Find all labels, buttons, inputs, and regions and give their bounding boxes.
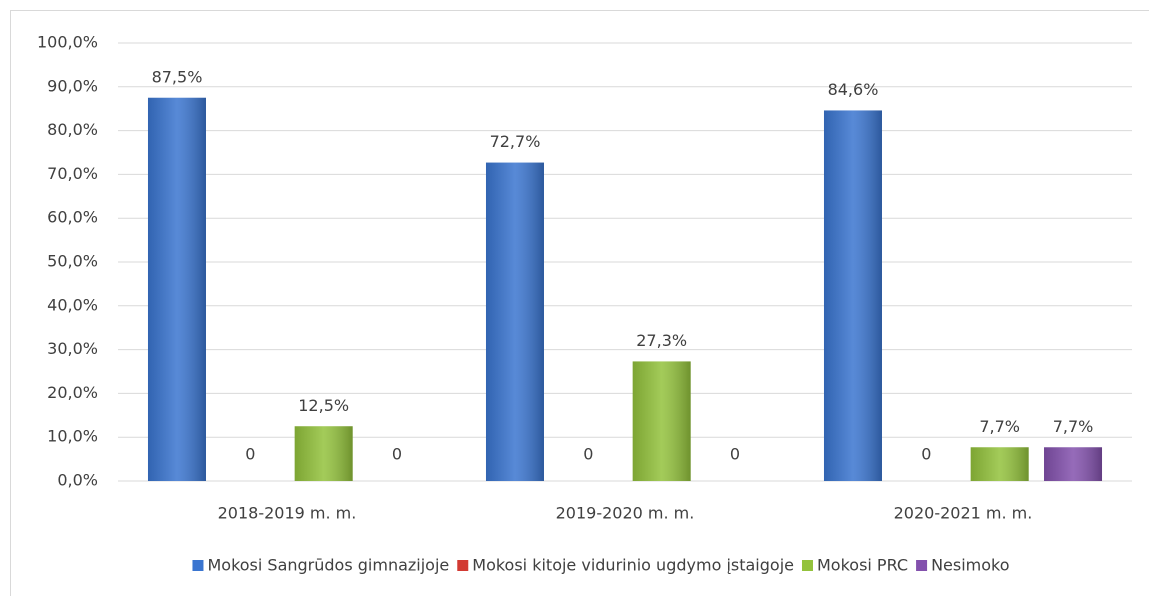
bar-shade <box>970 447 1029 481</box>
y-tick-label: 80,0% <box>47 120 98 139</box>
y-tick-label: 10,0% <box>47 427 98 446</box>
y-tick-label: 100,0% <box>37 33 98 52</box>
bar-shade <box>1044 447 1103 481</box>
y-tick-label: 70,0% <box>47 164 98 183</box>
data-label: 0 <box>730 445 740 464</box>
legend-swatch <box>801 560 813 571</box>
data-label: 12,5% <box>298 396 349 415</box>
legend-swatch <box>192 560 204 571</box>
legend-swatch <box>916 560 928 571</box>
legend-swatch <box>457 560 469 571</box>
x-tick-label: 2019-2020 m. m. <box>556 504 695 523</box>
data-label: 0 <box>583 445 593 464</box>
data-label: 27,3% <box>636 331 687 350</box>
bar-shade <box>147 97 206 481</box>
legend-label: Mokosi PRC <box>817 556 908 575</box>
data-label: 84,6% <box>828 80 879 99</box>
bar-shade <box>485 162 544 481</box>
y-tick-label: 0,0% <box>57 471 98 490</box>
legend-label: Nesimoko <box>931 556 1009 575</box>
data-label: 0 <box>921 445 931 464</box>
y-tick-label: 90,0% <box>47 76 98 95</box>
y-tick-label: 40,0% <box>47 295 98 314</box>
data-label: 87,5% <box>152 67 203 86</box>
bar-shade <box>823 110 882 482</box>
data-label: 0 <box>392 445 402 464</box>
data-label: 72,7% <box>490 132 541 151</box>
y-tick-label: 60,0% <box>47 208 98 227</box>
legend-label: Mokosi Sangrūdos gimnazijoje <box>207 556 449 575</box>
x-tick-label: 2018-2019 m. m. <box>218 504 357 523</box>
bar-shade <box>294 426 353 481</box>
data-label: 0 <box>245 445 255 464</box>
data-label: 7,7% <box>1053 417 1094 436</box>
legend-label: Mokosi kitoje vidurinio ugdymo įstaigoje <box>472 556 794 575</box>
bar-shade <box>632 361 691 481</box>
y-tick-label: 30,0% <box>47 339 98 358</box>
y-tick-label: 20,0% <box>47 383 98 402</box>
x-tick-label: 2020-2021 m. m. <box>894 504 1033 523</box>
data-label: 7,7% <box>979 417 1020 436</box>
chart-border <box>10 10 1149 596</box>
y-tick-label: 50,0% <box>47 252 98 271</box>
